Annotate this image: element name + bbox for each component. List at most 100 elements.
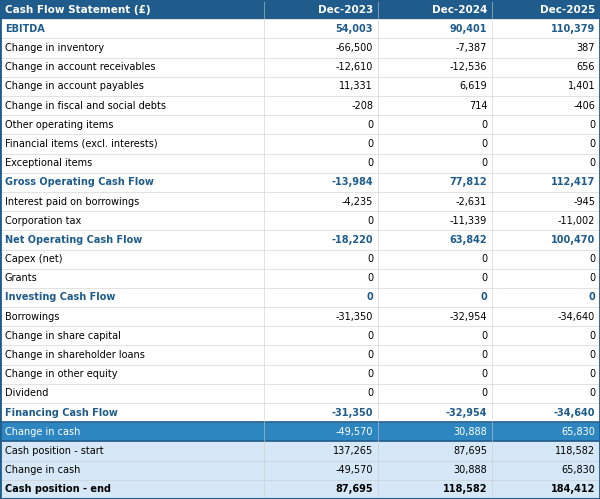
Bar — [0, 250, 264, 268]
Bar — [378, 173, 492, 192]
Text: 30,888: 30,888 — [454, 427, 487, 437]
Text: 656: 656 — [577, 62, 595, 72]
Text: -49,570: -49,570 — [336, 427, 373, 437]
Bar — [264, 231, 378, 250]
Text: 0: 0 — [589, 331, 595, 341]
Bar — [264, 461, 378, 480]
Bar — [0, 173, 264, 192]
Text: 118,582: 118,582 — [555, 446, 595, 456]
Bar — [492, 384, 600, 403]
Bar — [378, 231, 492, 250]
Text: 0: 0 — [481, 331, 487, 341]
Text: Corporation tax: Corporation tax — [5, 216, 81, 226]
Text: Change in share capital: Change in share capital — [5, 331, 121, 341]
Text: Financing Cash Flow: Financing Cash Flow — [5, 408, 118, 418]
Bar — [378, 461, 492, 480]
Text: 54,003: 54,003 — [336, 24, 373, 34]
Text: 0: 0 — [589, 254, 595, 264]
Bar — [378, 96, 492, 115]
Text: 11,331: 11,331 — [340, 81, 373, 91]
Text: 0: 0 — [481, 273, 487, 283]
Text: 714: 714 — [469, 101, 487, 111]
Bar — [264, 0, 378, 19]
Text: Exceptional items: Exceptional items — [5, 158, 92, 168]
Text: Change in cash: Change in cash — [5, 465, 80, 475]
Text: 0: 0 — [589, 139, 595, 149]
Text: -32,954: -32,954 — [450, 312, 487, 322]
Bar — [378, 288, 492, 307]
Bar — [0, 365, 264, 384]
Text: 1,401: 1,401 — [568, 81, 595, 91]
Bar — [492, 134, 600, 154]
Bar — [264, 134, 378, 154]
Text: 0: 0 — [367, 369, 373, 379]
Text: 0: 0 — [481, 120, 487, 130]
Bar — [0, 38, 264, 57]
Text: 0: 0 — [589, 273, 595, 283]
Text: 184,412: 184,412 — [551, 485, 595, 495]
Bar — [492, 345, 600, 365]
Bar — [264, 250, 378, 268]
Text: 387: 387 — [577, 43, 595, 53]
Text: 0: 0 — [367, 292, 373, 302]
Text: Financial items (excl. interests): Financial items (excl. interests) — [5, 139, 157, 149]
Text: 0: 0 — [481, 350, 487, 360]
Bar — [492, 231, 600, 250]
Bar — [0, 154, 264, 173]
Bar — [0, 480, 264, 499]
Text: -18,220: -18,220 — [332, 235, 373, 245]
Bar — [492, 19, 600, 38]
Bar — [378, 480, 492, 499]
Text: -31,350: -31,350 — [336, 312, 373, 322]
Text: 0: 0 — [481, 369, 487, 379]
Text: -7,387: -7,387 — [456, 43, 487, 53]
Text: 30,888: 30,888 — [454, 465, 487, 475]
Bar — [378, 38, 492, 57]
Text: Dec-2023: Dec-2023 — [318, 4, 373, 14]
Bar — [0, 422, 264, 442]
Bar — [492, 403, 600, 422]
Text: -49,570: -49,570 — [336, 465, 373, 475]
Text: Cash position - end: Cash position - end — [5, 485, 111, 495]
Text: 77,812: 77,812 — [449, 177, 487, 187]
Bar — [264, 345, 378, 365]
Text: 110,379: 110,379 — [551, 24, 595, 34]
Bar — [264, 442, 378, 461]
Bar — [264, 154, 378, 173]
Bar — [378, 365, 492, 384]
Text: 0: 0 — [367, 254, 373, 264]
Text: -2,631: -2,631 — [456, 197, 487, 207]
Bar — [492, 211, 600, 231]
Text: 0: 0 — [367, 350, 373, 360]
Bar — [0, 77, 264, 96]
Bar — [378, 154, 492, 173]
Text: 65,830: 65,830 — [562, 465, 595, 475]
Text: -13,984: -13,984 — [332, 177, 373, 187]
Text: -945: -945 — [573, 197, 595, 207]
Bar — [0, 211, 264, 231]
Text: Gross Operating Cash Flow: Gross Operating Cash Flow — [5, 177, 154, 187]
Bar — [492, 288, 600, 307]
Text: -34,640: -34,640 — [558, 312, 595, 322]
Text: 0: 0 — [367, 158, 373, 168]
Bar — [378, 422, 492, 442]
Bar — [0, 307, 264, 326]
Bar — [492, 0, 600, 19]
Text: 63,842: 63,842 — [449, 235, 487, 245]
Text: Grants: Grants — [5, 273, 38, 283]
Bar — [378, 307, 492, 326]
Bar — [378, 211, 492, 231]
Text: 0: 0 — [367, 388, 373, 398]
Text: -12,610: -12,610 — [336, 62, 373, 72]
Bar — [0, 288, 264, 307]
Bar — [0, 403, 264, 422]
Text: Net Operating Cash Flow: Net Operating Cash Flow — [5, 235, 142, 245]
Text: Change in fiscal and social debts: Change in fiscal and social debts — [5, 101, 166, 111]
Bar — [492, 365, 600, 384]
Bar — [378, 192, 492, 211]
Text: 87,695: 87,695 — [335, 485, 373, 495]
Bar — [378, 326, 492, 345]
Text: Change in other equity: Change in other equity — [5, 369, 118, 379]
Text: 90,401: 90,401 — [450, 24, 487, 34]
Bar — [492, 268, 600, 288]
